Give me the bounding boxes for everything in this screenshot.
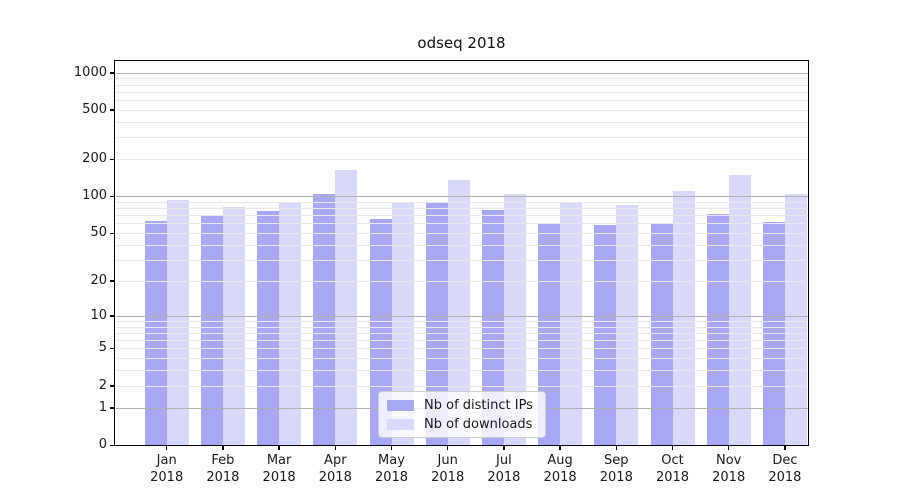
x-tick-mark <box>503 446 505 450</box>
legend-label-distinct-ips: Nb of distinct IPs <box>424 397 533 413</box>
chart-title: odseq 2018 <box>417 34 506 52</box>
y-tick-label: 500 <box>82 101 107 117</box>
x-tick-mark <box>446 446 449 450</box>
y-tick-label: 5 <box>98 340 107 356</box>
y-tick-label: 100 <box>82 188 107 204</box>
y-tick-label: 0 <box>98 437 107 452</box>
x-tick-label: Feb 2018 <box>206 453 240 485</box>
x-tick-mark <box>784 446 786 450</box>
y-tick-label: 20 <box>90 272 107 288</box>
x-tick-mark <box>727 446 730 450</box>
x-tick-mark <box>615 446 618 450</box>
x-tick-label: Jan 2018 <box>150 453 184 485</box>
legend-item-distinct-ips: Nb of distinct IPs <box>387 398 537 413</box>
x-tick-label: Mar 2018 <box>262 453 296 485</box>
legend-item-downloads: Nb of downloads <box>387 417 537 432</box>
x-tick-mark <box>165 446 168 450</box>
x-tick-mark <box>671 446 674 450</box>
legend-label-downloads: Nb of downloads <box>424 416 533 432</box>
x-tick-label: Nov 2018 <box>712 453 746 485</box>
x-tick-label: Oct 2018 <box>655 453 690 485</box>
x-tick-mark <box>334 446 337 450</box>
legend-swatch-downloads <box>387 418 414 430</box>
x-tick-mark <box>559 446 561 450</box>
x-tick-label: Apr 2018 <box>318 453 352 485</box>
x-tick-label: Aug 2018 <box>543 453 577 485</box>
y-tick-label: 1000 <box>73 64 107 80</box>
x-tick-label: Sep 2018 <box>599 453 633 485</box>
x-tick-mark <box>390 446 393 450</box>
y-tick-label: 2 <box>98 377 107 393</box>
x-tick-mark <box>278 446 280 450</box>
y-tick-label: 200 <box>82 151 107 167</box>
plot-area <box>114 60 809 446</box>
y-tick-label: 10 <box>90 307 107 323</box>
y-tick-label: 50 <box>90 225 107 241</box>
x-tick-label: Jul 2018 <box>487 453 521 485</box>
legend: Nb of distinct IPs Nb of downloads <box>378 391 546 438</box>
x-tick-label: Dec 2018 <box>768 453 802 485</box>
x-tick-label: Jun 2018 <box>431 453 465 485</box>
legend-swatch-distinct-ips <box>387 399 414 411</box>
x-tick-label: May 2018 <box>374 453 409 485</box>
x-tick-mark <box>222 446 224 450</box>
y-tick-label: 1 <box>98 399 107 415</box>
